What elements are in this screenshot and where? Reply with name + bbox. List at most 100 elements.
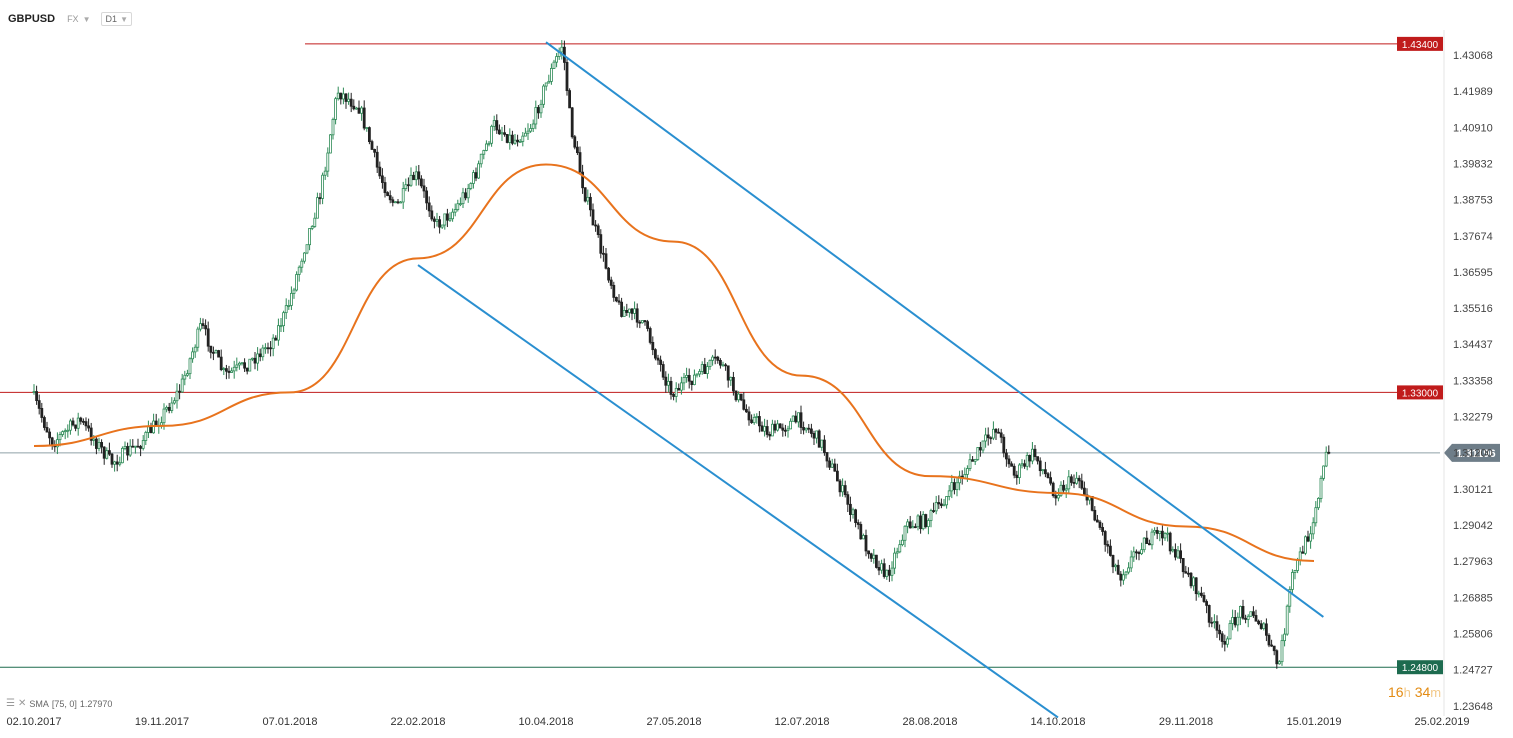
- candle-body: [807, 427, 811, 430]
- candle-body: [586, 196, 590, 202]
- candle-body: [1072, 482, 1076, 484]
- candle-body: [352, 105, 356, 110]
- candle-body: [108, 450, 111, 455]
- candle-body: [682, 377, 686, 384]
- candle-body: [986, 434, 990, 439]
- candle-body: [1322, 465, 1325, 479]
- candle-body: [178, 390, 182, 393]
- candle-body: [79, 417, 83, 422]
- candle-body: [1064, 488, 1068, 491]
- candle-body: [1161, 530, 1164, 539]
- candle-body: [71, 420, 75, 426]
- candle-body: [1023, 463, 1026, 467]
- candle-body: [292, 289, 296, 294]
- candle-body: [469, 183, 473, 189]
- candle-body: [726, 365, 730, 381]
- candle-body: [1075, 477, 1078, 484]
- candle-body: [230, 370, 234, 373]
- candle-body: [302, 252, 306, 262]
- candle-body: [354, 107, 358, 110]
- candle-body: [1319, 477, 1323, 499]
- symbol-label[interactable]: GBPUSD: [8, 13, 56, 25]
- candle-body: [1293, 570, 1297, 573]
- candle-body: [505, 134, 509, 143]
- candle-body: [56, 439, 59, 448]
- y-tick-label: 1.29042: [1453, 520, 1493, 532]
- candle-body: [235, 364, 239, 368]
- candle-body: [1033, 448, 1037, 458]
- candle-body: [594, 224, 597, 227]
- candle-body: [745, 408, 748, 413]
- chart-toolbar: GBPUSD FX ▼ D1 ▼: [8, 9, 133, 29]
- market-chevron-down-icon[interactable]: ▼: [82, 14, 91, 24]
- candle-body: [916, 515, 920, 528]
- candle-body: [724, 364, 727, 367]
- candle-body: [687, 374, 691, 382]
- candle-body: [211, 351, 215, 354]
- candle-body: [201, 323, 205, 326]
- candle-body: [1317, 498, 1320, 509]
- timeframe-select[interactable]: D1 ▼: [100, 12, 133, 26]
- x-tick-label: 02.10.2017: [6, 716, 61, 728]
- candle-body: [885, 569, 889, 577]
- candle-body: [139, 446, 143, 449]
- candle-body: [323, 170, 327, 176]
- candle-body: [471, 172, 475, 184]
- candle-body: [191, 351, 195, 360]
- candle-body: [1189, 572, 1193, 587]
- candle-body: [396, 201, 400, 204]
- candle-body: [110, 453, 114, 465]
- candle-body: [521, 135, 525, 142]
- candle-body: [1314, 507, 1318, 524]
- candle-body: [1101, 527, 1104, 532]
- candle-body: [1135, 551, 1138, 554]
- candle-body: [750, 419, 753, 424]
- candle-body: [1272, 645, 1276, 652]
- candle-body: [261, 347, 265, 358]
- candle-body: [758, 416, 761, 427]
- candle-body: [773, 423, 777, 431]
- y-tick-label: 1.23648: [1453, 701, 1493, 713]
- candle-body: [529, 128, 532, 132]
- candle-body: [214, 350, 218, 354]
- candle-body: [804, 427, 808, 431]
- candle-body: [867, 550, 870, 555]
- candle-body: [313, 217, 317, 227]
- candle-body: [739, 393, 743, 401]
- candle-body: [204, 325, 208, 330]
- indicator-settings-icon[interactable]: ☰: [6, 698, 15, 709]
- candle-body: [565, 62, 569, 92]
- candle-body: [1301, 551, 1305, 554]
- candle-body: [817, 430, 821, 448]
- candle-body: [1096, 519, 1099, 523]
- candle-body: [48, 431, 51, 439]
- indicator-name: SMA: [29, 698, 49, 709]
- candle-body: [347, 98, 351, 102]
- candle-body: [838, 480, 842, 493]
- candle-body: [1298, 551, 1302, 561]
- candle-body: [955, 482, 959, 491]
- candle-body: [1218, 629, 1221, 635]
- indicator-close-icon[interactable]: ✕: [17, 698, 27, 709]
- candle-body: [300, 260, 304, 268]
- level-badge: [1397, 36, 1443, 51]
- candle-body: [121, 447, 124, 464]
- candle-body: [1106, 544, 1110, 547]
- candle-body: [1309, 533, 1312, 542]
- market-label[interactable]: FX: [67, 14, 79, 24]
- candle-body: [544, 82, 548, 87]
- candle-body: [828, 460, 831, 468]
- candle-body: [776, 423, 779, 431]
- candle-body: [185, 373, 189, 376]
- candle-body: [742, 399, 746, 410]
- x-tick-label: 28.08.2018: [902, 716, 957, 728]
- candle-body: [778, 423, 782, 429]
- candle-body: [992, 428, 995, 439]
- candle-body: [232, 366, 236, 372]
- candle-body: [1220, 633, 1224, 642]
- candle-body: [1324, 451, 1328, 467]
- candle-body: [908, 521, 912, 529]
- candle-body: [1270, 644, 1273, 647]
- candle-countdown: 16h 34m: [1388, 684, 1441, 700]
